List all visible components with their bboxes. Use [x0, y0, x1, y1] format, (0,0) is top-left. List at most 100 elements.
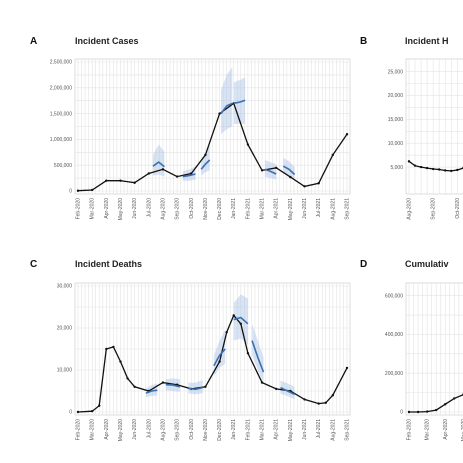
- observed-point: [98, 404, 101, 407]
- x-tick-label: Mar-2020: [425, 419, 431, 441]
- plot-area: [405, 58, 463, 195]
- x-tick-label: Feb-2021: [245, 419, 251, 441]
- x-tick-label: Sep-2021: [345, 198, 351, 220]
- panel-a-title: Incident Cases: [75, 36, 139, 46]
- observed-point: [260, 381, 264, 384]
- x-tick-label: Apr-2021: [274, 198, 280, 219]
- observed-series-line: [77, 102, 348, 192]
- observed-point: [90, 188, 94, 192]
- forecast-interval-band: [252, 323, 264, 383]
- observed-point: [345, 133, 349, 136]
- x-tick-label: Feb-2020: [407, 419, 413, 441]
- forecast-interval-band: [213, 330, 226, 377]
- x-tick-label: Feb-2020: [76, 419, 82, 441]
- x-tick-label: Oct-2020: [455, 198, 461, 219]
- x-tick-label: Sep-2020: [431, 198, 437, 220]
- series-group: [76, 294, 349, 414]
- forecast-median-line: [233, 316, 249, 325]
- x-tick-label: Aug-2020: [160, 419, 166, 441]
- observed-series-line: [77, 314, 348, 413]
- observed-point: [331, 394, 335, 397]
- x-tick-label: Jun-2021: [302, 419, 308, 440]
- observed-point: [126, 377, 129, 380]
- observed-point: [225, 331, 228, 334]
- panel-c-title: Incident Deaths: [75, 259, 142, 269]
- x-tick-label: Feb-2020: [76, 198, 82, 220]
- forecast-median-line: [233, 99, 246, 105]
- x-tick-label: Jul-2021: [316, 419, 322, 438]
- observed-point: [161, 381, 165, 384]
- x-tick-label: Sep-2020: [175, 419, 181, 441]
- observed-point: [246, 143, 250, 146]
- forecast-median-line: [213, 348, 226, 367]
- observed-point: [444, 169, 447, 172]
- y-tick-label: 20,000: [388, 93, 404, 99]
- observed-point: [119, 179, 122, 182]
- x-tick-label: Apr-2020: [104, 419, 110, 440]
- observed-point: [190, 172, 193, 175]
- observed-point: [303, 398, 306, 401]
- observed-point: [119, 360, 122, 363]
- observed-point: [90, 409, 94, 413]
- observed-point: [450, 169, 453, 173]
- observed-point: [317, 402, 320, 405]
- y-tick-label: 0: [400, 410, 403, 416]
- y-tick-label: 2,000,000: [50, 86, 72, 92]
- observed-point: [133, 385, 136, 388]
- y-tick-label: 15,000: [388, 117, 404, 123]
- series-group: [407, 160, 463, 173]
- observed-point: [246, 352, 250, 355]
- observed-point: [204, 385, 207, 388]
- forecast-interval-band: [264, 160, 277, 180]
- panel-d-title: Cumulativ: [405, 259, 449, 269]
- observed-point: [112, 345, 115, 349]
- x-tick-label: Sep-2020: [175, 198, 181, 220]
- forecast-median-line: [200, 159, 211, 170]
- forecast-median-line: [280, 386, 295, 396]
- forecast-interval-band: [153, 144, 165, 177]
- x-tick-label: Nov-2020: [203, 198, 209, 220]
- observed-point: [275, 166, 278, 169]
- observed-point: [413, 164, 417, 167]
- y-tick-label: 10,000: [57, 368, 73, 374]
- forecast-median-line: [152, 161, 165, 168]
- observed-point: [105, 347, 108, 351]
- x-tick-label: Aug-2021: [330, 419, 336, 441]
- forecast-interval-band: [221, 67, 233, 135]
- x-tick-label: Mar-2021: [260, 198, 266, 220]
- observed-point: [147, 172, 150, 175]
- y-tick-label: 25,000: [388, 69, 404, 75]
- observed-point: [239, 322, 243, 325]
- x-tick-label: Mar-2020: [90, 419, 96, 441]
- x-tick-label: May-2020: [118, 198, 124, 220]
- series-group: [76, 67, 349, 192]
- forecast-interval-band: [188, 380, 203, 395]
- forecast-median-line: [182, 173, 196, 178]
- x-tick-label: Mar-2020: [90, 198, 96, 220]
- y-tick-label: 600,000: [385, 293, 403, 299]
- x-tick-label: Apr-2021: [274, 419, 280, 440]
- y-tick-label: 0: [69, 189, 72, 195]
- observed-point: [444, 403, 447, 406]
- observed-point: [431, 167, 435, 171]
- panel-d-letter: D: [360, 259, 367, 270]
- x-tick-label: Aug-2020: [407, 198, 413, 220]
- y-tick-label: 1,000,000: [50, 137, 72, 143]
- observed-point: [289, 175, 292, 179]
- observed-point: [303, 185, 306, 188]
- observed-point: [161, 168, 165, 171]
- y-tick-label: 200,000: [385, 371, 403, 377]
- panel-c-chart: 0 10,000 20,000 30,000 Feb-2020 Mar-2020 Apr-2…: [57, 282, 351, 441]
- observed-point: [407, 410, 411, 414]
- forecast-median-line: [264, 168, 277, 175]
- observed-point: [218, 360, 221, 363]
- x-tick-label: Dec-2020: [217, 198, 223, 220]
- observed-point: [76, 410, 80, 414]
- observed-point: [453, 397, 456, 400]
- observed-point: [425, 410, 429, 413]
- y-tick-label: 20,000: [57, 326, 73, 332]
- observed-point: [204, 153, 207, 157]
- x-tick-label: Sep-2021: [345, 419, 351, 441]
- x-tick-label: Feb-2021: [245, 198, 251, 220]
